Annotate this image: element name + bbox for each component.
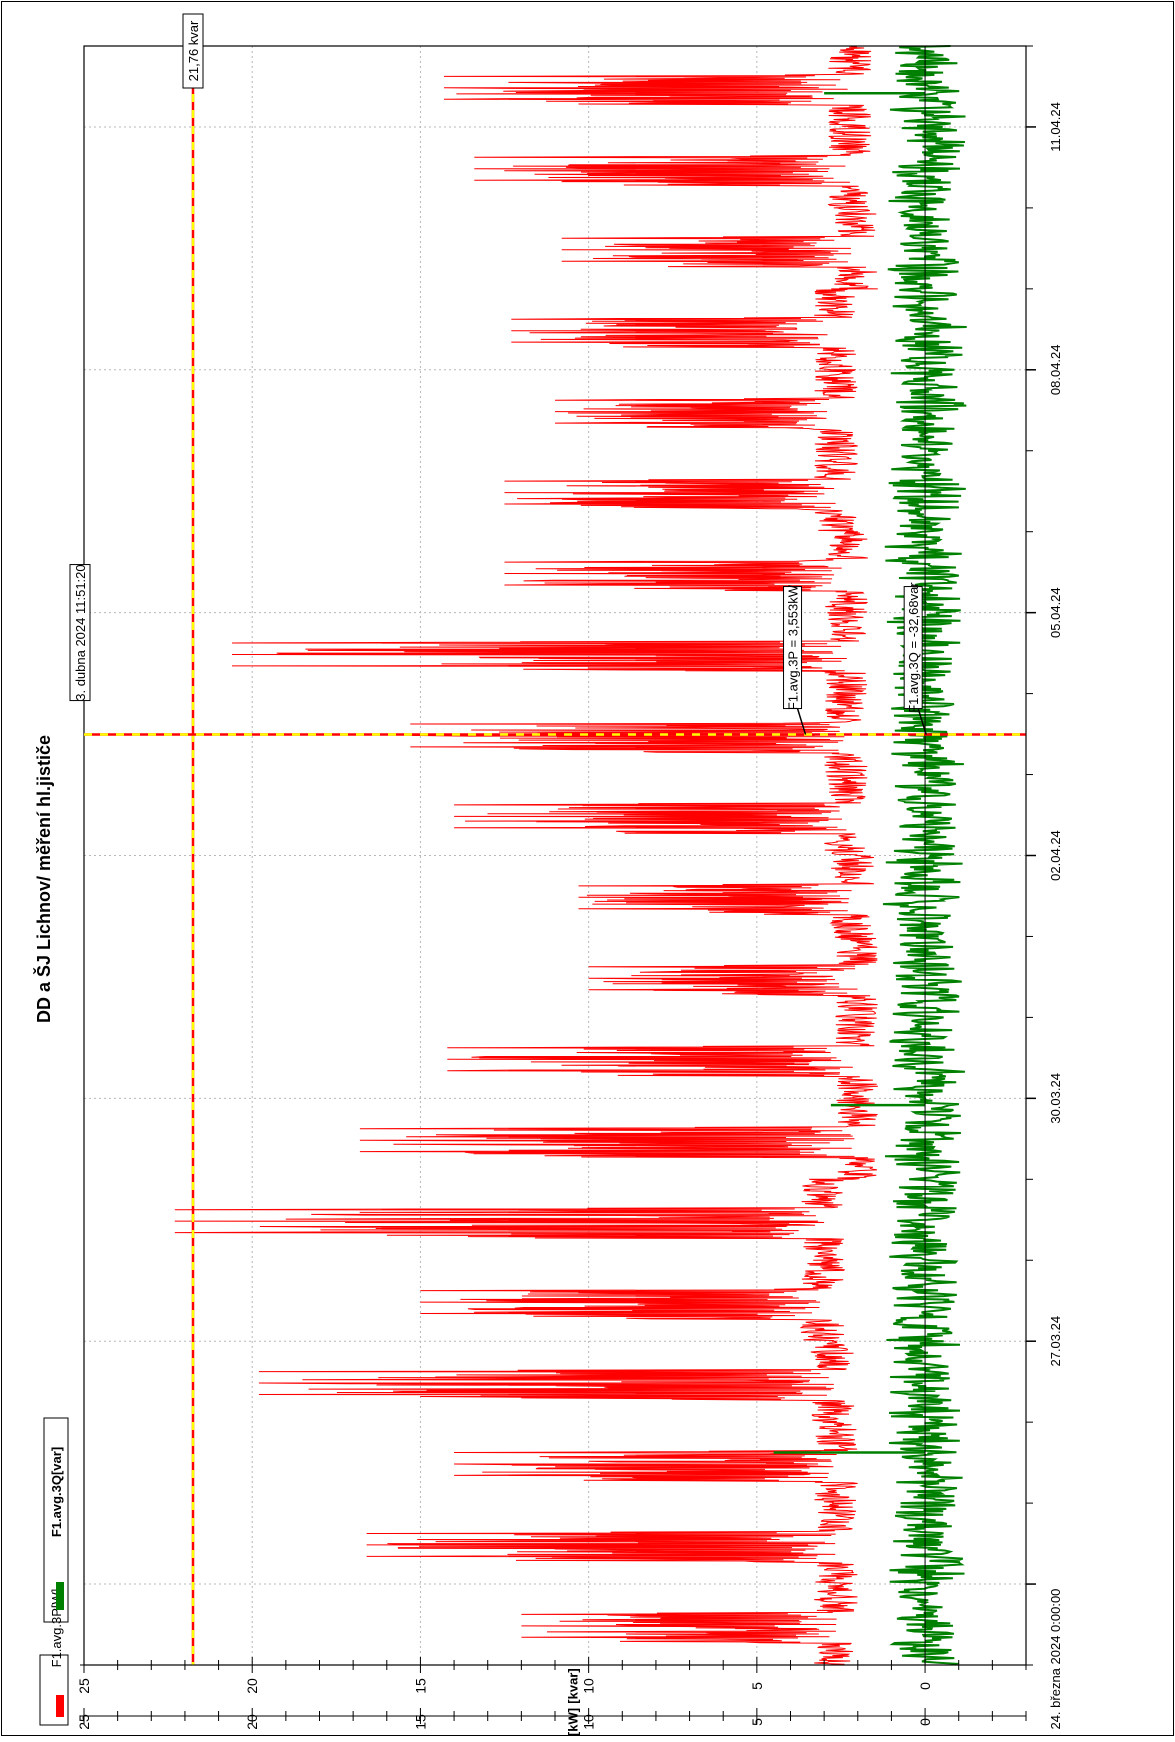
annotation-reactive-power: F1.avg.3Q = -32,68var: [906, 582, 921, 713]
cursor-label-box: [182, 13, 204, 89]
time-axis-tick-label: 27.03.24: [1048, 1316, 1063, 1367]
cursor-line-time[interactable]: 3. dubna 2024 11:51:20: [69, 564, 1026, 736]
plot-area: [83, 45, 1026, 1666]
annotations: F1.avg.3P = 3,553kW F1.avg.3Q = -32,68var: [783, 582, 927, 735]
value-axis-tick-label: 25: [76, 1678, 92, 1694]
axis-kvar: 25 20 15 10 5 0 [kvar]: [76, 1657, 1027, 1704]
annotation-active-power: F1.avg.3P = 3,553kW: [786, 584, 801, 710]
value-axis-tick-label: 15: [412, 1714, 428, 1730]
value-axis-tick-label: 0: [917, 1682, 933, 1690]
value-axis-unit-label: [kW]: [566, 1708, 581, 1736]
axis-kw: 25 20 15 10 5 0 [kW]: [76, 1708, 1027, 1736]
value-axis-unit-label: [kvar]: [566, 1668, 581, 1703]
annotation-box: [903, 586, 923, 710]
series-active-power: [174, 45, 878, 1666]
value-axis-tick-label: 20: [244, 1714, 260, 1730]
time-axis: 11.04.24 08.04.24 05.04.24 02.04.24 30.03.24…: [1025, 45, 1063, 1730]
legend-label-reactive-power: F1.avg.3Q[var]: [49, 1447, 64, 1537]
value-axis-tick-label: 15: [412, 1678, 428, 1694]
cursor-label-time: 3. dubna 2024 11:51:20: [69, 564, 91, 702]
cursor-label-value-text: 21,76 kvar: [186, 20, 201, 81]
cursor-label-time-text: 3. dubna 2024 11:51:20: [73, 564, 88, 700]
annotation-pointer: [796, 708, 807, 735]
cursor-line-value[interactable]: 21,76 kvar: [182, 13, 204, 1665]
time-axis-tick-label: 02.04.24: [1048, 830, 1063, 881]
value-axis-tick-label: 20: [244, 1678, 260, 1694]
annotation-pointer: [917, 708, 927, 735]
value-axis-tick-label: 0: [917, 1718, 933, 1726]
legend-swatch-reactive-power: [56, 1582, 64, 1610]
value-axis-tick-label: 25: [76, 1714, 92, 1730]
series-line-reactive-power: [882, 45, 967, 1666]
annotation-box: [783, 586, 803, 710]
series-line-active-power: [174, 45, 878, 1666]
time-axis-start-label: 24. března 2024 0:00:00: [1048, 1589, 1063, 1730]
legend-swatch-active-power: [56, 1695, 64, 1717]
value-axis-tick-label: 5: [749, 1682, 765, 1690]
legend: F1.avg.3P[W]F1.avg.3Q[var]: [39, 1417, 69, 1726]
series-reactive-power: [773, 45, 967, 1666]
value-axis-tick-label: 5: [749, 1718, 765, 1726]
time-axis-tick-label: 11.04.24: [1048, 102, 1063, 152]
cursor-label-value: 21,76 kvar: [182, 13, 204, 89]
time-axis-tick-label: 30.03.24: [1048, 1073, 1063, 1124]
chart-title: DD a ŠJ Lichnov/ měření hl.jističe: [33, 735, 54, 1023]
time-axis-tick-label: 05.04.24: [1048, 587, 1063, 638]
grid-lines-time: [84, 126, 1026, 1585]
time-axis-tick-label: 08.04.24: [1048, 344, 1063, 395]
cursor-label-box: [69, 564, 91, 702]
value-axis-tick-label: 10: [581, 1714, 597, 1730]
value-axis-tick-label: 10: [581, 1678, 597, 1694]
